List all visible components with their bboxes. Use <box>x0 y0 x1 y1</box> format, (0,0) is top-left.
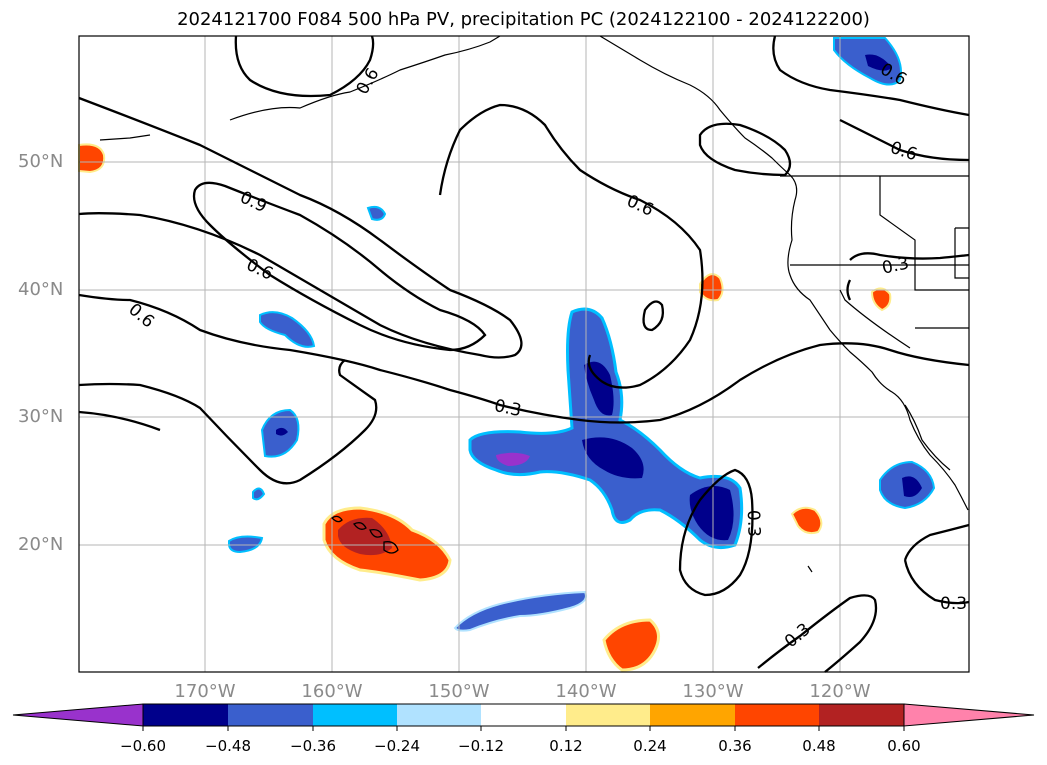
lat-label: 30°N <box>18 406 64 427</box>
map-title: 2024121700 F084 500 hPa PV, precipitatio… <box>177 9 870 30</box>
lon-label: 150°W <box>428 681 490 702</box>
colorbar-swatch <box>735 704 819 726</box>
lon-label: 170°W <box>174 681 236 702</box>
colorbar-extend-min <box>12 703 144 727</box>
colorbar-extend-max <box>903 703 1035 727</box>
precip-negative-area <box>366 205 387 221</box>
map-background <box>79 36 969 672</box>
precip-positive-area <box>870 287 892 312</box>
precip-negative-core <box>276 427 288 436</box>
colorbar-swatch <box>819 704 904 726</box>
colorbar-tick-label: −0.36 <box>290 737 336 755</box>
colorbar-tick-label: −0.48 <box>205 737 251 755</box>
precip-positive-area <box>790 506 823 535</box>
lon-label: 160°W <box>301 681 363 702</box>
precip-negative-area <box>228 535 264 554</box>
precip-positive-area <box>78 143 106 174</box>
colorbar-swatch <box>228 704 313 726</box>
coastlines <box>99 35 969 573</box>
colorbar-swatch <box>313 704 397 726</box>
pv-contours <box>78 35 970 673</box>
precip-negative-core <box>584 361 614 416</box>
colorbar-tick-label: −0.24 <box>374 737 420 755</box>
colorbar-tick-label: −0.60 <box>120 737 166 755</box>
colorbar-swatch <box>143 704 228 726</box>
colorbar-tick-label: 0.24 <box>633 737 667 755</box>
colorbar-tick-label: 0.60 <box>887 737 921 755</box>
contour-label: 0.3 <box>940 594 967 614</box>
colorbar-swatch <box>481 704 566 726</box>
precip-negative-core <box>582 437 644 479</box>
colorbar-tick-label: 0.12 <box>549 737 583 755</box>
precip-negative-area <box>252 487 266 501</box>
precip-negative-core <box>865 54 892 71</box>
contour-label: 0.3 <box>743 510 764 538</box>
precip-positive-area <box>699 273 724 302</box>
colorbar-swatch <box>397 704 481 726</box>
lon-label: 120°W <box>809 681 871 702</box>
lon-label: 140°W <box>555 681 617 702</box>
colorbar-tick-label: −0.12 <box>458 737 504 755</box>
lat-label: 50°N <box>18 151 64 172</box>
gridlines <box>79 36 969 672</box>
lon-label: 130°W <box>682 681 744 702</box>
colorbar <box>12 703 1035 731</box>
precip-negative-area <box>453 590 587 632</box>
precip-strong-negative <box>496 452 530 466</box>
precip-positive-area <box>602 618 661 672</box>
colorbar-tick-label: 0.48 <box>802 737 836 755</box>
precip-positive-core <box>338 517 392 556</box>
map-frame <box>78 35 970 673</box>
precip-negative-core <box>902 476 922 497</box>
colorbar-swatch <box>650 704 735 726</box>
hawaii-islands <box>330 515 399 554</box>
colorbar-tick-label: 0.36 <box>718 737 752 755</box>
precip-negative-area <box>468 307 744 550</box>
precip-negative-area <box>259 311 316 348</box>
lat-label: 40°N <box>18 279 64 300</box>
colorbar-swatch <box>566 704 650 726</box>
lat-label: 20°N <box>18 534 64 555</box>
